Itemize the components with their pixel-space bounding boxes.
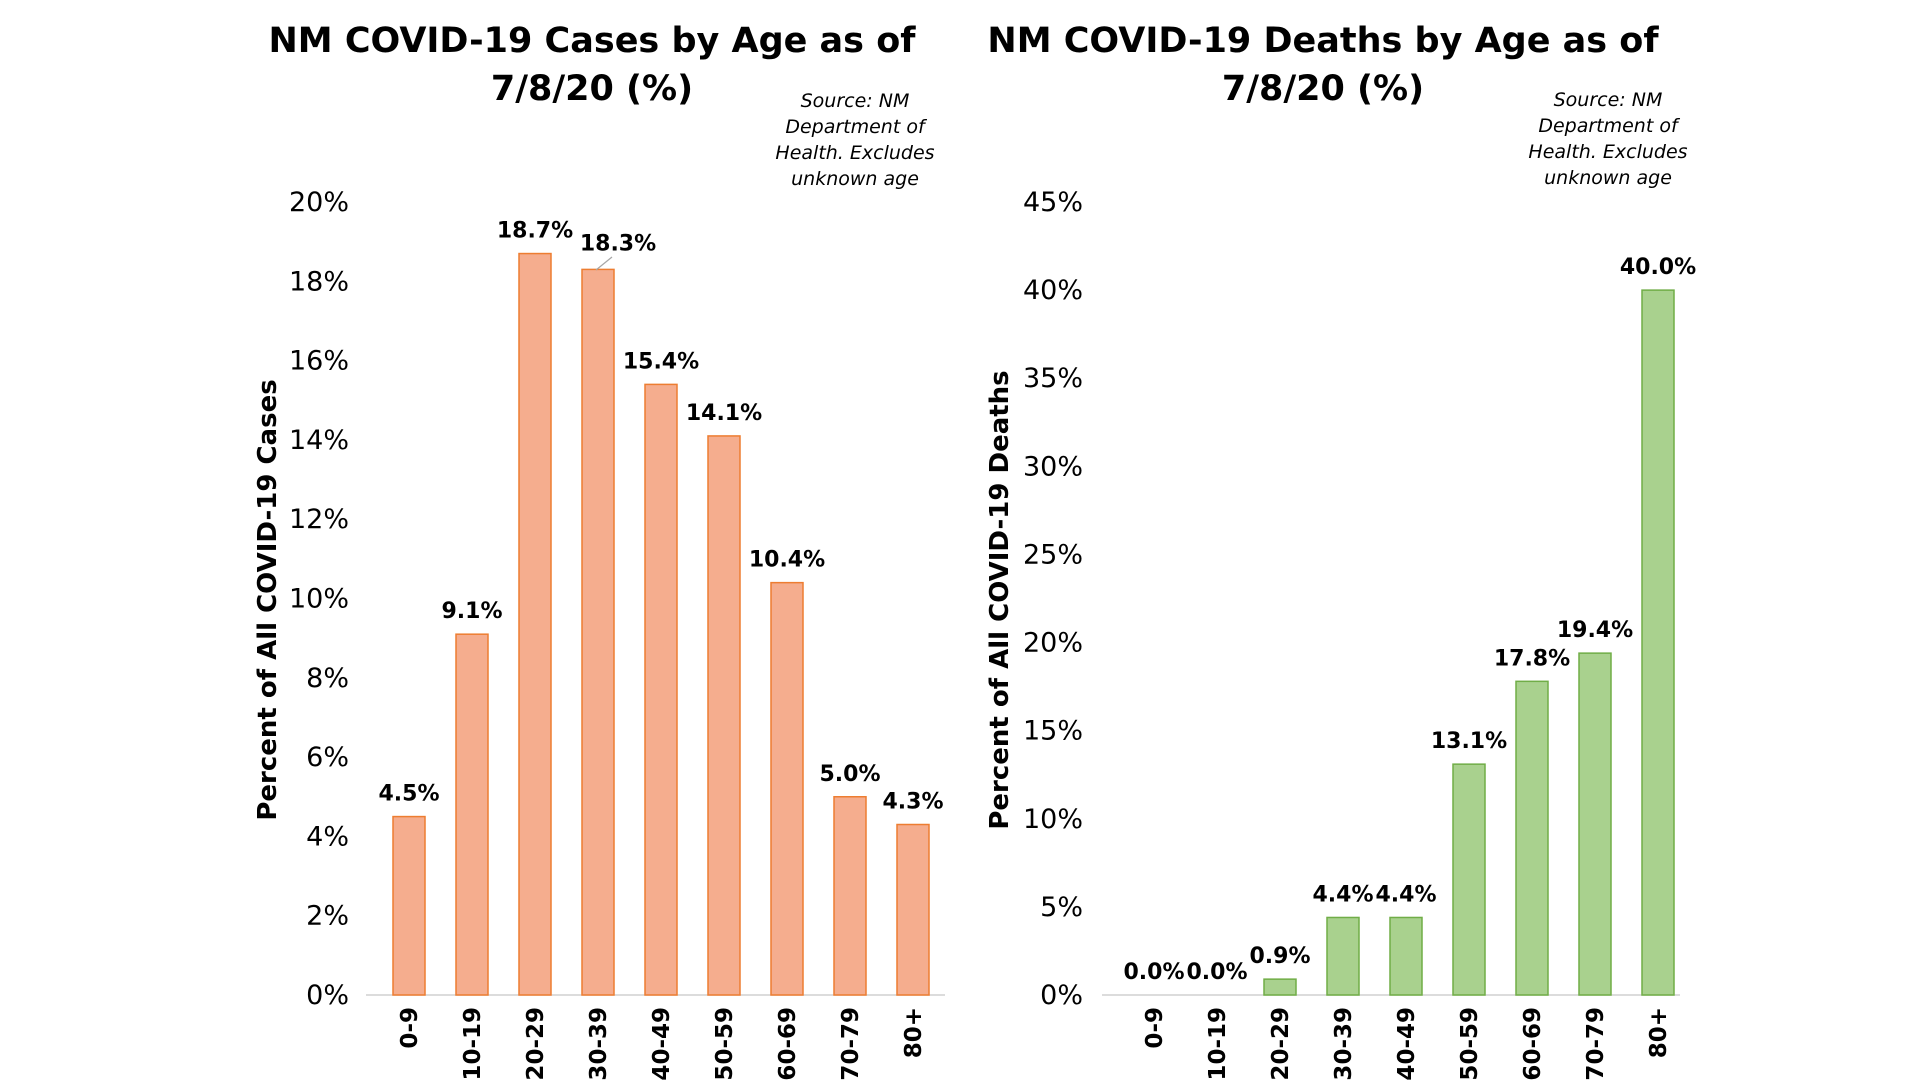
cases-y-tick-label: 18%: [289, 266, 349, 297]
cases-bar-20-29: [518, 252, 552, 996]
deaths-bar-60-69: [1515, 680, 1549, 996]
cases-y-tick-label: 16%: [289, 346, 349, 377]
deaths-y-axis: 0% 5% 10% 15% 20% 25% 30% 35% 40% 45%: [1023, 187, 1083, 1011]
cases-y-tick-label: 12%: [289, 504, 349, 535]
cases-data-label-30-39: 18.3%: [580, 231, 656, 256]
cases-x-tick-label-80+: 80+: [901, 1007, 927, 1058]
cases-data-label-0-9: 4.5%: [378, 782, 439, 807]
cases-chart: NM COVID-19 Cases by Age as of 7/8/20 (%…: [253, 21, 945, 1080]
deaths-y-tick-label: 0%: [1040, 980, 1083, 1011]
deaths-data-label-10-19: 0.0%: [1186, 960, 1247, 985]
cases-y-tick-label: 0%: [306, 980, 349, 1011]
deaths-data-label-0-9: 0.0%: [1123, 960, 1184, 985]
cases-y-tick-label: 10%: [289, 584, 349, 615]
cases-x-tick-label-60-69: 60-69: [775, 1007, 801, 1080]
deaths-x-tick-label-50-59: 50-59: [1457, 1007, 1483, 1080]
deaths-x-axis: 0-9 10-19 20-29 30-39 40-49 50-59 60-69 70-79 80…: [1142, 1007, 1672, 1080]
deaths-y-tick-label: 35%: [1023, 363, 1083, 394]
deaths-y-tick-label: 25%: [1023, 539, 1083, 570]
deaths-x-tick-label-10-19: 10-19: [1205, 1007, 1231, 1080]
deaths-data-label-20-29: 0.9%: [1249, 944, 1310, 969]
deaths-data-label-50-59: 13.1%: [1431, 729, 1507, 754]
deaths-bar-20-29: [1263, 978, 1297, 996]
deaths-bar-70-79: [1578, 652, 1612, 996]
deaths-data-label-70-79: 19.4%: [1557, 618, 1633, 643]
cases-chart-title-line-2: 7/8/20 (%): [491, 69, 693, 109]
cases-data-label-10-19: 9.1%: [441, 599, 502, 624]
deaths-x-tick-label-60-69: 60-69: [1520, 1007, 1546, 1080]
cases-bar-40-49: [644, 383, 678, 996]
cases-bars: [392, 252, 930, 996]
cases-x-axis: 0-9 10-19 20-29 30-39 40-49 50-59 60-69 70-79 80…: [397, 1007, 927, 1080]
deaths-y-tick-label: 45%: [1023, 187, 1083, 218]
deaths-x-tick-label-0-9: 0-9: [1142, 1007, 1168, 1049]
cases-bar-50-59: [707, 435, 741, 996]
deaths-x-tick-label-80+: 80+: [1646, 1007, 1672, 1058]
deaths-y-tick-label: 30%: [1023, 451, 1083, 482]
cases-data-labels: 4.5% 9.1% 18.7% 18.3% 15.4% 14.1% 10.4% 5.0%4.3…: [378, 219, 943, 815]
deaths-y-tick-label: 40%: [1023, 275, 1083, 306]
deaths-source-note-line-3: Health. Excludes: [1528, 141, 1687, 163]
cases-source-note-line-3: Health. Excludes: [775, 142, 934, 164]
cases-x-tick-label-40-49: 40-49: [649, 1007, 675, 1080]
cases-x-tick-label-30-39: 30-39: [586, 1007, 612, 1080]
cases-y-axis: 0% 2% 4% 6% 8% 10% 12% 14% 16% 18% 20%: [289, 187, 349, 1011]
deaths-bar-40-49: [1389, 916, 1423, 996]
deaths-bar-80+: [1641, 289, 1675, 996]
deaths-bar-30-39: [1326, 916, 1360, 996]
deaths-y-axis-label: Percent of All COVID-19 Deaths: [985, 370, 1015, 829]
cases-y-tick-label: 4%: [306, 821, 349, 852]
deaths-data-label-40-49: 4.4%: [1375, 882, 1436, 907]
cases-bar-30-39: [581, 268, 615, 996]
deaths-x-tick-label-20-29: 20-29: [1268, 1007, 1294, 1080]
deaths-source-note-line-4: unknown age: [1544, 167, 1672, 189]
cases-data-label-40-49: 15.4%: [623, 349, 699, 374]
cases-y-tick-label: 20%: [289, 187, 349, 218]
deaths-data-label-80+: 40.0%: [1620, 255, 1696, 280]
cases-label-leader-line: [595, 256, 613, 271]
cases-source-note-line-2: Department of: [785, 116, 928, 138]
deaths-x-tick-label-30-39: 30-39: [1331, 1007, 1357, 1080]
deaths-data-label-30-39: 4.4%: [1312, 882, 1373, 907]
cases-x-tick-label-20-29: 20-29: [523, 1007, 549, 1080]
cases-data-label-60-69: 10.4%: [749, 548, 825, 573]
deaths-bar-50-59: [1452, 763, 1486, 996]
cases-chart-title-line-1: NM COVID-19 Cases by Age as of: [269, 21, 917, 61]
cases-bar-10-19: [455, 633, 489, 996]
deaths-data-label-60-69: 17.8%: [1494, 646, 1570, 671]
cases-y-axis-label: Percent of All COVID-19 Cases: [253, 379, 283, 820]
cases-source-note-line-1: Source: NM: [801, 90, 910, 112]
cases-y-tick-label: 6%: [306, 742, 349, 773]
deaths-bars: [1263, 289, 1675, 996]
deaths-chart-title-line-1: NM COVID-19 Deaths by Age as of: [987, 21, 1659, 61]
cases-bar-80+: [896, 823, 930, 996]
deaths-source-note-line-2: Department of: [1538, 115, 1681, 137]
deaths-x-tick-label-40-49: 40-49: [1394, 1007, 1420, 1080]
deaths-chart: NM COVID-19 Deaths by Age as of 7/8/20 (…: [985, 21, 1696, 1080]
cases-bar-60-69: [770, 581, 804, 996]
cases-bar-0-9: [392, 815, 426, 996]
deaths-y-tick-label: 15%: [1023, 716, 1083, 747]
cases-data-label-70-79: 5.0%: [819, 762, 880, 787]
cases-x-tick-label-0-9: 0-9: [397, 1007, 423, 1049]
cases-bar-70-79: [833, 796, 867, 996]
cases-x-tick-label-50-59: 50-59: [712, 1007, 738, 1080]
deaths-x-tick-label-70-79: 70-79: [1583, 1007, 1609, 1080]
cases-data-label-80+: 4.3%: [882, 790, 943, 815]
cases-y-tick-label: 14%: [289, 425, 349, 456]
cases-data-label-20-29: 18.7%: [497, 219, 573, 244]
cases-x-tick-label-70-79: 70-79: [838, 1007, 864, 1080]
cases-x-tick-label-10-19: 10-19: [460, 1007, 486, 1080]
cases-source-note-line-4: unknown age: [791, 168, 919, 190]
deaths-y-tick-label: 20%: [1023, 628, 1083, 659]
deaths-chart-title-line-2: 7/8/20 (%): [1222, 69, 1424, 109]
deaths-y-tick-label: 5%: [1040, 892, 1083, 923]
cases-y-tick-label: 8%: [306, 663, 349, 694]
cases-data-label-50-59: 14.1%: [686, 401, 762, 426]
deaths-data-labels: 0.0% 0.0%0.9%4.4% 4.4%13.1%17.8%19.4%40.0%: [1123, 255, 1696, 985]
deaths-y-tick-label: 10%: [1023, 804, 1083, 835]
cases-y-tick-label: 2%: [306, 901, 349, 932]
deaths-source-note-line-1: Source: NM: [1554, 89, 1663, 111]
